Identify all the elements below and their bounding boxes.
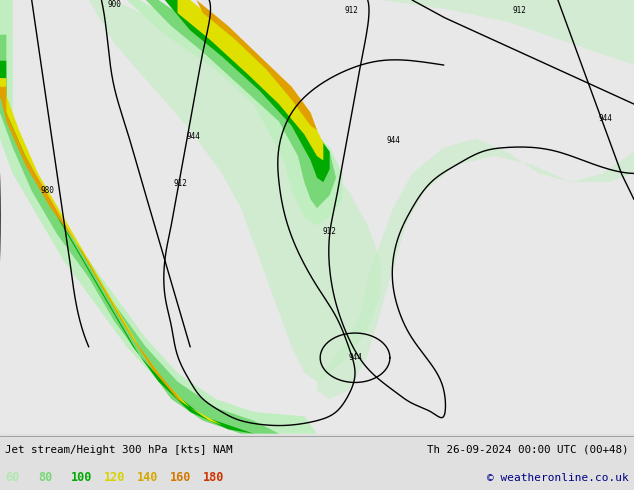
Polygon shape: [0, 0, 317, 434]
Polygon shape: [89, 0, 380, 382]
Text: 100: 100: [71, 471, 93, 484]
Text: 944: 944: [186, 132, 200, 141]
Text: 140: 140: [137, 471, 158, 484]
Polygon shape: [0, 78, 235, 429]
Text: 60: 60: [5, 471, 19, 484]
Polygon shape: [0, 87, 184, 403]
Text: 944: 944: [598, 115, 612, 123]
Polygon shape: [317, 0, 634, 399]
Text: © weatheronline.co.uk: © weatheronline.co.uk: [487, 472, 629, 483]
Text: 912: 912: [513, 6, 527, 15]
Polygon shape: [0, 61, 254, 434]
Text: 912: 912: [323, 227, 337, 236]
Polygon shape: [146, 0, 336, 208]
Text: 980: 980: [41, 186, 55, 195]
Text: Jet stream/Height 300 hPa [kts] NAM: Jet stream/Height 300 hPa [kts] NAM: [5, 445, 233, 455]
Polygon shape: [127, 0, 342, 225]
Text: 900: 900: [107, 0, 121, 8]
Text: 180: 180: [203, 471, 224, 484]
Text: 80: 80: [38, 471, 52, 484]
Polygon shape: [0, 35, 279, 434]
Text: 944: 944: [386, 136, 400, 145]
Text: 944: 944: [348, 353, 362, 362]
Text: 912: 912: [345, 6, 359, 15]
Text: 160: 160: [170, 471, 191, 484]
Polygon shape: [178, 0, 323, 160]
Text: Th 26-09-2024 00:00 UTC (00+48): Th 26-09-2024 00:00 UTC (00+48): [427, 445, 629, 455]
Polygon shape: [165, 0, 330, 182]
Text: 912: 912: [174, 179, 188, 189]
Text: 120: 120: [104, 471, 126, 484]
Polygon shape: [197, 0, 317, 130]
